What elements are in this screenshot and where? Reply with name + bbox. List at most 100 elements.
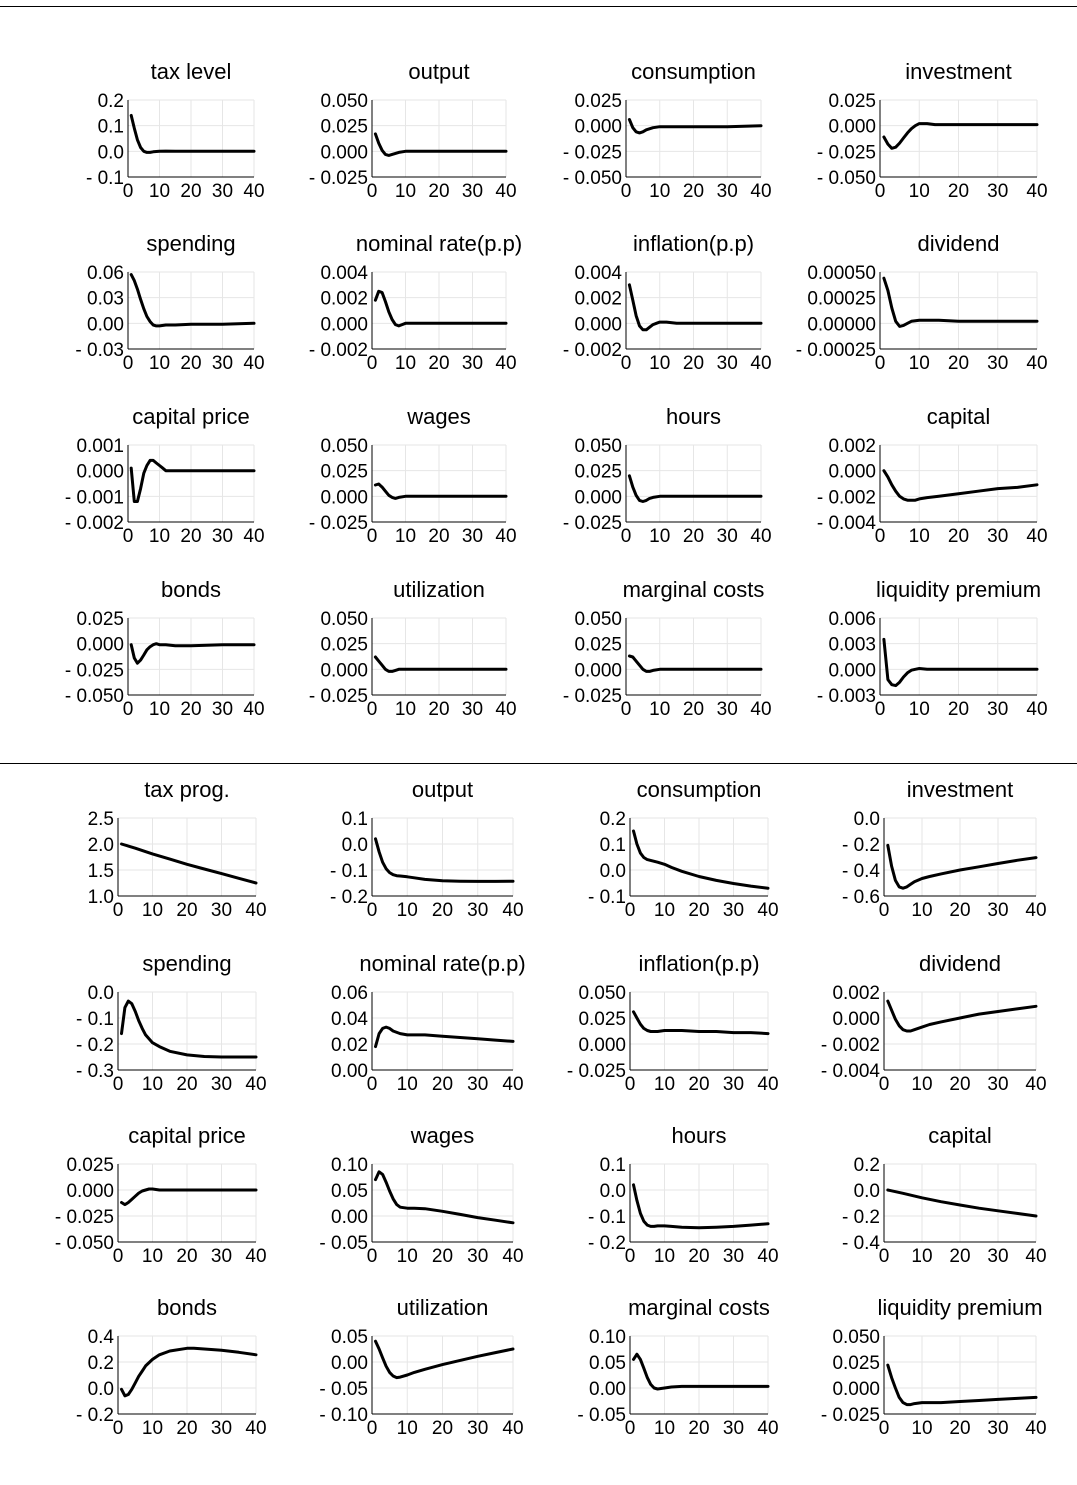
y-tick-label: - 0.003 [817, 686, 876, 707]
x-tick-label: 10 [911, 1418, 932, 1439]
x-tick-label: 40 [757, 900, 778, 921]
subplot-title: tax level [151, 59, 232, 84]
subplot-a-10: wages - 0.025 0.000 0.025 0.050 0 10 20 30 40 [309, 404, 517, 547]
y-tick-label: 0.00000 [807, 314, 876, 335]
series-line [886, 999, 1038, 1033]
x-tick-label: 10 [142, 1418, 163, 1439]
y-tick-label: 0.05 [331, 1327, 368, 1348]
subplot-b-12: capital - 0.4 - 0.2 0.0 0.2 0 10 20 30 40 [842, 1123, 1047, 1267]
x-tick-label: 40 [1025, 1074, 1046, 1095]
y-tick-label: 0.025 [578, 1009, 626, 1030]
x-tick-label: 10 [909, 699, 930, 720]
x-tick-label: 10 [149, 699, 170, 720]
subplot-b-11: hours - 0.2 - 0.1 0.0 0.1 0 10 20 30 40 [588, 1123, 779, 1267]
y-tick-label: - 0.002 [821, 1035, 880, 1056]
subplot-a-11: hours - 0.025 0.000 0.025 0.050 0 10 20 30 40 [563, 404, 772, 547]
x-tick-label: 0 [879, 900, 890, 921]
subplot-b-5: spending - 0.3 - 0.2 - 0.1 0.0 0 10 20 30 40 [76, 951, 267, 1095]
y-tick-label: 0.050 [574, 436, 622, 457]
x-tick-label: 40 [1025, 1246, 1046, 1267]
x-tick-label: 0 [625, 1074, 636, 1095]
y-tick-label: - 0.1 [588, 887, 626, 908]
series-line [627, 654, 763, 673]
y-tick-label: 0.000 [320, 314, 368, 335]
subplot-b-3: consumption - 0.1 0.0 0.1 0.2 0 10 20 30 40 [588, 777, 779, 921]
x-tick-label: 40 [502, 900, 523, 921]
y-tick-label: 0.0 [88, 983, 114, 1004]
y-tick-label: 0.0 [854, 1181, 880, 1202]
y-tick-label: 1.5 [88, 861, 114, 882]
y-tick-label: 0.0 [342, 835, 368, 856]
subplot-b-6: nominal rate(p.p) 0.00 0.02 0.04 0.06 0 10 20 30… [331, 951, 526, 1095]
y-tick-label: 0.1 [98, 117, 124, 138]
series-line [129, 458, 256, 503]
y-tick-label: - 0.025 [821, 1405, 880, 1426]
series-line [129, 113, 256, 154]
x-tick-label: 10 [909, 353, 930, 374]
x-tick-label: 40 [750, 526, 771, 547]
x-tick-label: 30 [717, 526, 738, 547]
x-tick-label: 0 [621, 526, 632, 547]
x-tick-label: 20 [683, 699, 704, 720]
y-tick-label: 2.5 [88, 809, 114, 830]
series-line [129, 642, 256, 665]
y-tick-label: - 0.002 [309, 340, 368, 361]
y-tick-label: - 0.025 [309, 513, 368, 534]
x-tick-label: 20 [683, 526, 704, 547]
x-tick-label: 30 [987, 526, 1008, 547]
x-tick-label: 10 [397, 1418, 418, 1439]
x-tick-label: 0 [625, 900, 636, 921]
x-tick-label: 0 [367, 900, 378, 921]
subplot-a-2: output - 0.025 0.000 0.025 0.050 0 10 20 30 40 [309, 59, 517, 202]
x-tick-label: 10 [149, 353, 170, 374]
subplot-b-10: wages - 0.05 0.00 0.05 0.10 0 10 20 30 40 [319, 1123, 523, 1267]
y-tick-label: 0.00050 [807, 263, 876, 284]
x-tick-label: 0 [875, 699, 886, 720]
subplot-a-8: dividend - 0.00025 0.00000 0.00025 0.00050 0 1… [796, 231, 1048, 374]
subplot-title: spending [142, 951, 231, 976]
subplot-title: capital [927, 404, 991, 429]
x-tick-label: 40 [757, 1418, 778, 1439]
y-tick-label: 0.002 [832, 983, 880, 1004]
series-line [120, 842, 258, 885]
y-tick-label: 0.00 [87, 314, 124, 335]
subplot-title: spending [146, 231, 235, 256]
y-tick-label: 0.002 [828, 436, 876, 457]
y-tick-label: - 0.001 [65, 487, 124, 508]
x-tick-label: 20 [949, 1246, 970, 1267]
y-tick-label: 0.000 [574, 314, 622, 335]
x-tick-label: 40 [1025, 1418, 1046, 1439]
x-tick-label: 0 [113, 900, 124, 921]
y-tick-label: 0.06 [331, 983, 368, 1004]
x-tick-label: 10 [397, 1074, 418, 1095]
x-tick-label: 20 [428, 353, 449, 374]
series-line [374, 1339, 515, 1380]
subplot-title: bonds [161, 577, 221, 602]
x-tick-label: 40 [1026, 699, 1047, 720]
subplot-a-15: marginal costs - 0.025 0.000 0.025 0.050 0 10 2… [563, 577, 772, 720]
y-tick-label: - 0.4 [842, 1233, 880, 1254]
x-tick-label: 40 [245, 900, 266, 921]
y-tick-label: 0.025 [574, 635, 622, 656]
x-tick-label: 40 [1025, 900, 1046, 921]
x-tick-label: 30 [211, 1418, 232, 1439]
x-tick-label: 0 [367, 699, 378, 720]
x-tick-label: 30 [212, 181, 233, 202]
subplot-title: dividend [918, 231, 1000, 256]
x-tick-label: 0 [621, 181, 632, 202]
x-tick-label: 0 [367, 526, 378, 547]
x-tick-label: 10 [909, 526, 930, 547]
x-tick-label: 30 [987, 181, 1008, 202]
x-tick-label: 30 [462, 353, 483, 374]
x-tick-label: 20 [688, 1246, 709, 1267]
x-tick-label: 0 [367, 1418, 378, 1439]
x-tick-label: 0 [621, 699, 632, 720]
series-line [373, 289, 508, 328]
y-tick-label: - 0.10 [319, 1405, 368, 1426]
x-tick-label: 10 [654, 1246, 675, 1267]
y-tick-label: 0.2 [98, 91, 124, 112]
x-tick-label: 30 [987, 1246, 1008, 1267]
x-tick-label: 30 [723, 900, 744, 921]
x-tick-label: 20 [948, 526, 969, 547]
